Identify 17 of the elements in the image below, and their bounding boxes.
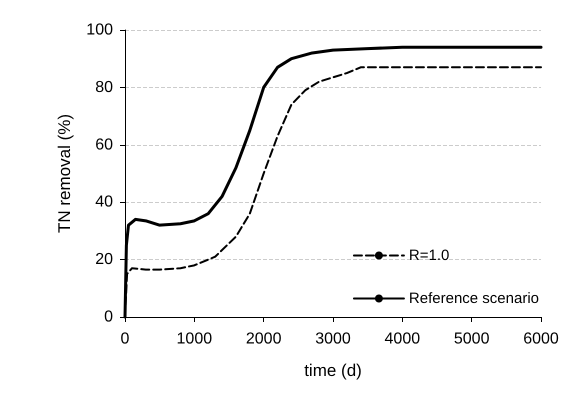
x-tick-label: 3000	[315, 330, 351, 348]
y-tick-label: 100	[86, 22, 114, 38]
x-tick-label: 6000	[523, 330, 559, 348]
y-tick-label: 40	[95, 194, 114, 211]
x-tick-label: 0	[120, 330, 130, 348]
y-tick-label: 60	[95, 136, 114, 154]
y-tick-label: 80	[95, 78, 114, 96]
x-tick-label: 2000	[246, 330, 282, 348]
x-tick-label: 4000	[384, 330, 420, 348]
x-tick-label: 1000	[176, 330, 212, 348]
y-tick-label: 20	[95, 251, 114, 268]
y-axis-title: TN removal (%)	[55, 114, 74, 234]
legend-label: R=1.0	[408, 247, 450, 264]
x-axis-title: time (d)	[304, 361, 362, 380]
legend-label: Reference scenario	[408, 290, 540, 307]
x-tick-label: 5000	[454, 330, 490, 348]
y-tick-label: 0	[104, 308, 114, 326]
